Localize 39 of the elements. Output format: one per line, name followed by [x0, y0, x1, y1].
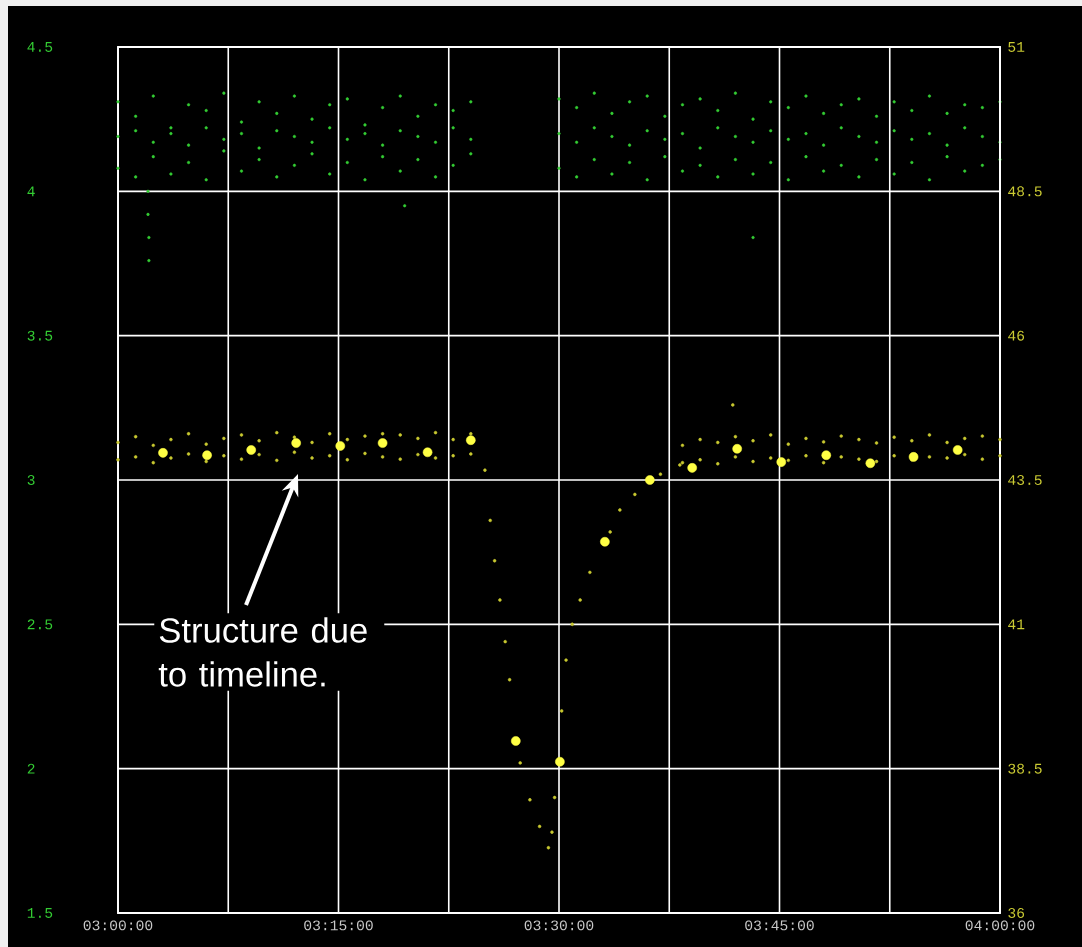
y2-tick-label: 48.5 [1008, 186, 1042, 197]
point [687, 463, 697, 473]
point [510, 736, 521, 746]
y2-tick-label: 46 [1008, 330, 1025, 341]
x-tick-label: 03:15:00 [304, 920, 373, 931]
point [466, 435, 476, 445]
y-tick-label: 4 [27, 186, 35, 197]
y2-tick-label: 36 [1008, 908, 1025, 918]
point [202, 450, 212, 460]
point [600, 536, 610, 547]
point [776, 457, 787, 467]
point [377, 438, 388, 448]
point [158, 448, 168, 458]
x-tick-label: 03:30:00 [524, 920, 594, 931]
point [908, 452, 919, 462]
point [952, 445, 963, 455]
y2-tick-label: 38.5 [1008, 763, 1042, 774]
point [555, 756, 565, 767]
y-tick-label: 2 [27, 763, 35, 774]
y-tick-label: 4.5 [27, 42, 53, 52]
x-tick-label: 03:45:00 [745, 920, 814, 931]
point [821, 450, 832, 460]
x-tick-label: 04:00:00 [965, 920, 1035, 931]
point [246, 445, 256, 455]
y2-tick-label: 41 [1008, 619, 1025, 630]
point [732, 444, 742, 454]
point [291, 438, 301, 448]
point [645, 475, 655, 485]
y-tick-label: 3 [27, 475, 35, 485]
x-tick-label: 03:00:00 [83, 920, 153, 931]
point [865, 458, 876, 469]
annotation: Structure due to timeline. [158, 617, 367, 687]
y-tick-label: 2.5 [27, 619, 53, 630]
y-tick-label: 1.5 [27, 908, 53, 918]
y2-tick-label: 51 [1008, 42, 1025, 52]
point [422, 447, 433, 458]
point [335, 441, 346, 451]
y-tick-label: 3.5 [27, 330, 53, 341]
y2-tick-label: 43.5 [1008, 475, 1042, 485]
